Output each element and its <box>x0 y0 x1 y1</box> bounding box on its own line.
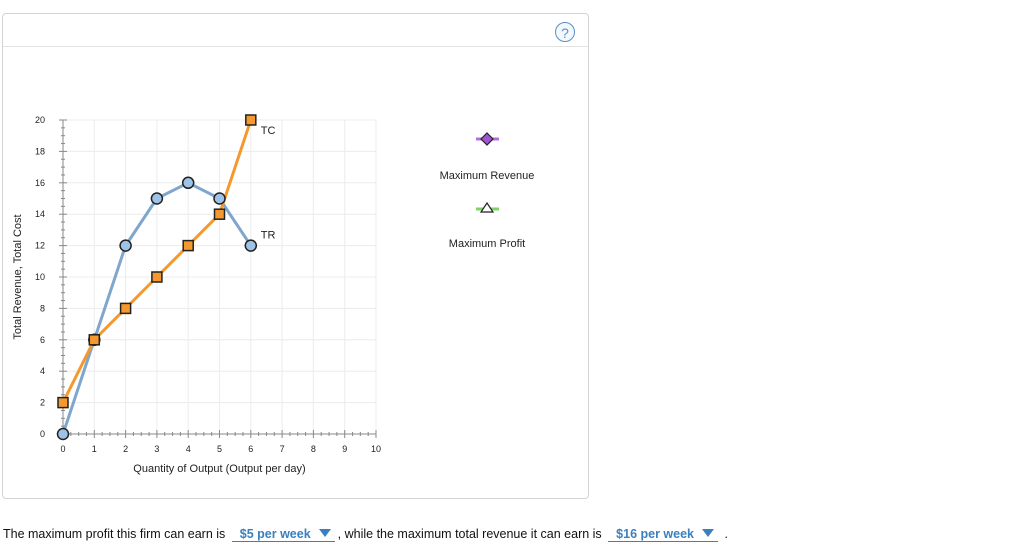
y-tick-label: 0 <box>40 429 45 439</box>
chevron-down-icon <box>318 529 331 537</box>
tr-point[interactable] <box>244 239 258 252</box>
question-sentence: The maximum profit this firm can earn is… <box>3 527 728 542</box>
x-tick-label: 3 <box>154 444 159 454</box>
y-tick-label: 14 <box>35 209 45 219</box>
tc-point[interactable] <box>245 114 257 126</box>
tc-point[interactable] <box>119 302 132 315</box>
curve-label-tr: TR <box>261 230 276 242</box>
x-tick-label: 4 <box>186 444 191 454</box>
x-axis-title: Quantity of Output (Output per day) <box>133 463 305 475</box>
x-tick-label: 10 <box>371 444 381 454</box>
x-tick-label: 1 <box>92 444 97 454</box>
legend-label-max-revenue: Maximum Revenue <box>440 170 535 182</box>
x-tick-label: 2 <box>123 444 128 454</box>
tr-point[interactable] <box>56 427 70 441</box>
y-tick-label: 18 <box>35 146 45 156</box>
question-text-part1: The maximum profit this firm can earn is <box>3 527 226 541</box>
tc-point[interactable] <box>88 334 101 346</box>
max-revenue-dropdown[interactable]: $16 per week <box>608 527 719 542</box>
y-tick-label: 16 <box>35 178 45 188</box>
help-button[interactable]: ? <box>555 22 575 42</box>
grid <box>63 119 377 434</box>
diamond-icon[interactable] <box>480 132 494 146</box>
tr-point[interactable] <box>119 239 132 252</box>
y-tick-label: 10 <box>35 272 45 282</box>
x-tick-label: 0 <box>60 444 65 454</box>
x-tick-label: 5 <box>217 444 222 454</box>
triangle-icon[interactable] <box>479 201 495 213</box>
x-tick-label: 8 <box>311 444 316 454</box>
tr-point[interactable] <box>213 192 226 205</box>
tc-point[interactable] <box>213 208 226 220</box>
max-revenue-selected: $16 per week <box>616 527 695 541</box>
tr-point[interactable] <box>181 176 195 190</box>
y-tick-label: 20 <box>35 115 45 125</box>
y-tick-label: 12 <box>35 241 45 251</box>
legend[interactable]: Maximum Revenue Maximum Profit <box>440 132 535 250</box>
legend-label-max-profit: Maximum Profit <box>449 238 525 250</box>
x-tick-label: 9 <box>342 444 347 454</box>
question-text-part2: , while the maximum total revenue it can… <box>337 527 602 541</box>
series[interactable]: TC TR <box>56 114 276 441</box>
tc-point[interactable] <box>182 239 194 252</box>
y-tick-label: 6 <box>40 335 45 345</box>
y-tick-label: 4 <box>40 366 45 376</box>
tr-point[interactable] <box>150 192 164 205</box>
question-text-end: . <box>724 527 728 541</box>
y-tick-label: 2 <box>40 398 45 408</box>
panel-toolbar <box>3 14 588 47</box>
max-profit-dropdown[interactable]: $5 per week <box>231 527 335 542</box>
x-tick-label: 7 <box>280 444 285 454</box>
chevron-down-icon <box>702 529 715 537</box>
tc-point[interactable] <box>57 396 69 409</box>
graph-panel: ? <box>2 13 589 499</box>
y-tick-label: 8 <box>40 303 45 313</box>
x-tick-label: 6 <box>248 444 253 454</box>
tc-point[interactable] <box>151 271 163 283</box>
curve-label-tc: TC <box>261 125 276 137</box>
max-profit-selected: $5 per week <box>239 527 311 541</box>
y-axis-title: Total Revenue, Total Cost <box>12 214 24 339</box>
